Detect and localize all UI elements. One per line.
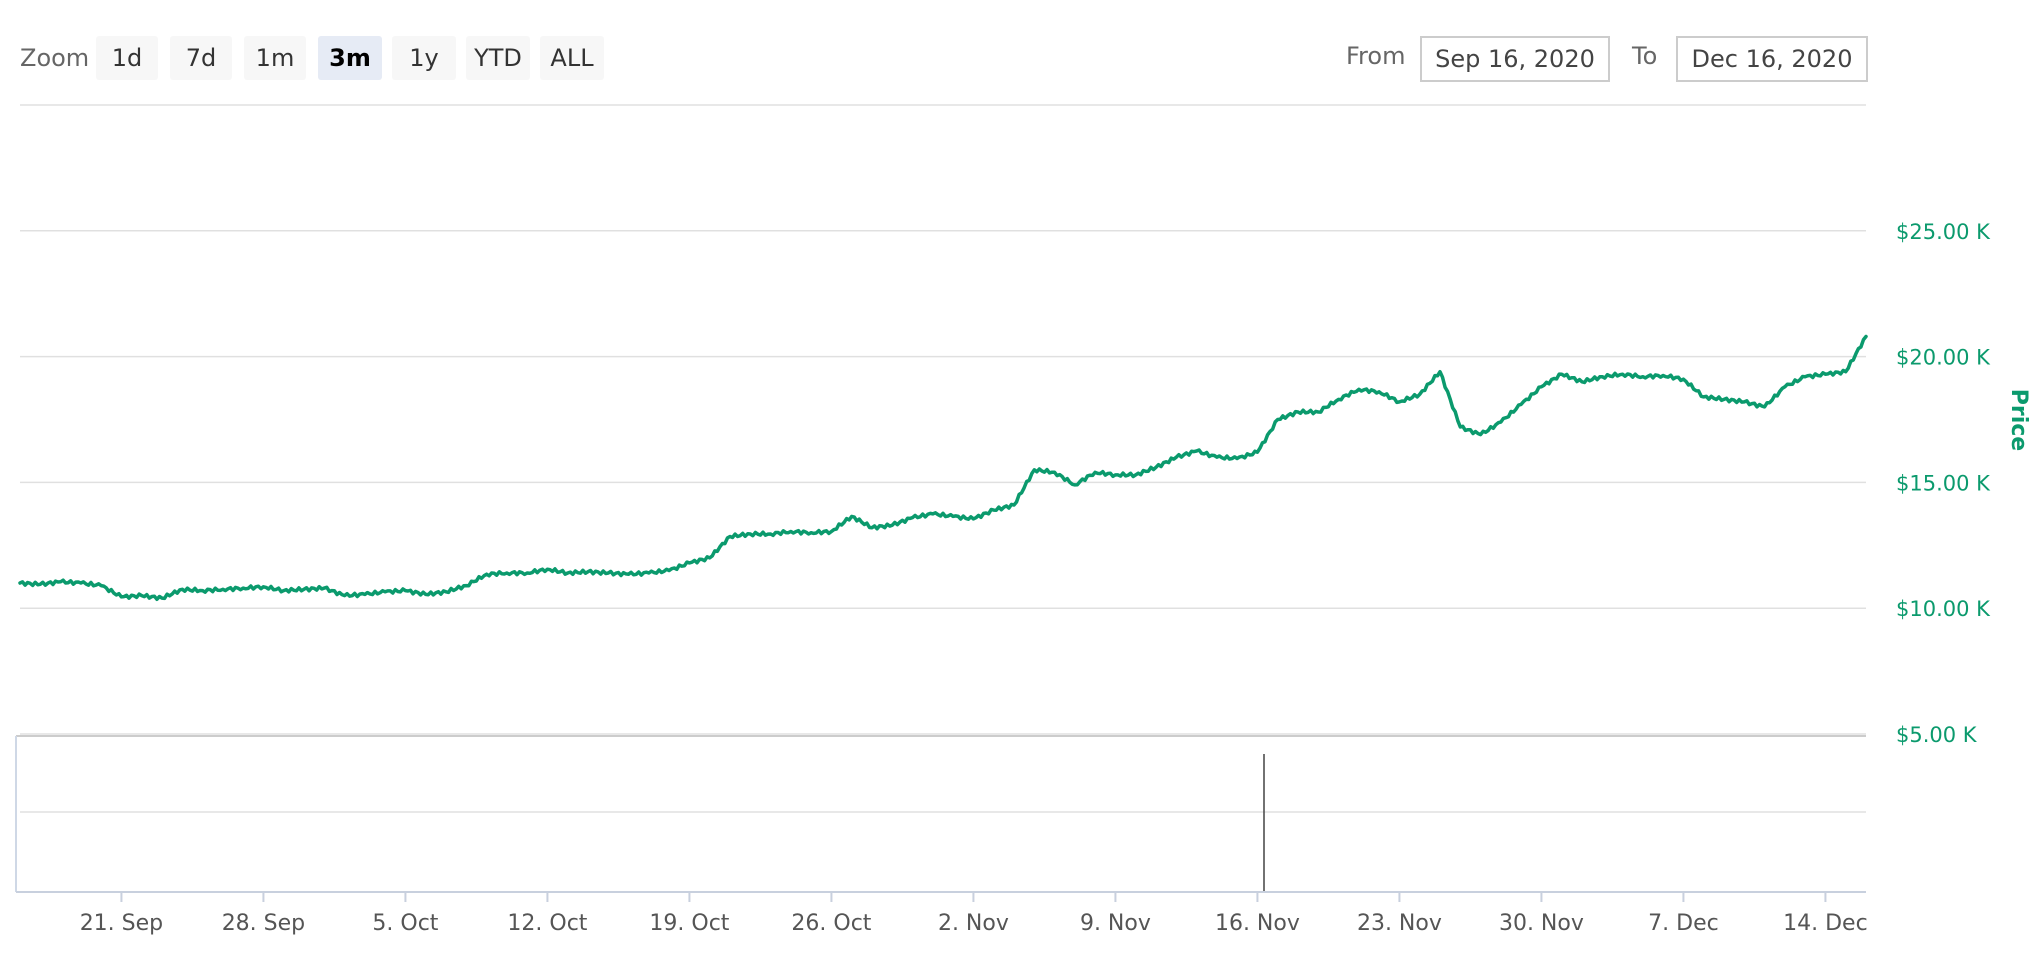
y-tick-label: $5.00 K: [1896, 723, 1978, 747]
x-tick-label: 16. Nov: [1215, 911, 1300, 936]
y-axis-title: Price: [2006, 389, 2031, 451]
from-label: From: [1346, 42, 1406, 70]
x-tick-label: 12. Oct: [507, 911, 587, 936]
to-label: To: [1632, 42, 1658, 70]
x-tick-label: 26. Oct: [791, 911, 871, 936]
zoom-1m-button[interactable]: 1m: [244, 36, 306, 80]
x-tick-label: 5. Oct: [372, 911, 438, 936]
x-tick-label: 9. Nov: [1080, 911, 1151, 936]
x-tick-label: 7. Dec: [1648, 911, 1719, 936]
y-axis-ticks: $5.00 K $10.00 K $15.00 K $20.00 K $25.00 K: [1896, 220, 1991, 747]
x-tick-label: 28. Sep: [222, 911, 305, 936]
zoom-1d-button[interactable]: 1d: [96, 36, 158, 80]
navigator[interactable]: [15, 735, 1866, 893]
y-tick-label: $25.00 K: [1896, 220, 1991, 244]
x-axis-ticks: 21. Sep 28. Sep 5. Oct 12. Oct 19. Oct 26. Oc…: [80, 892, 1868, 936]
y-tick-label: $10.00 K: [1896, 597, 1991, 621]
y-tick-label: $15.00 K: [1896, 471, 1991, 495]
to-date-input[interactable]: Dec 16, 2020: [1676, 36, 1868, 82]
x-tick-label: 2. Nov: [938, 911, 1009, 936]
x-tick-label: 14. Dec: [1783, 911, 1868, 936]
range-selector-toolbar: Zoom 1d 7d 1m 3m 1y YTD ALL From Sep 16,…: [0, 0, 2042, 100]
x-tick-label: 30. Nov: [1499, 911, 1584, 936]
zoom-3m-button[interactable]: 3m: [318, 36, 382, 80]
zoom-ytd-button[interactable]: YTD: [466, 36, 530, 80]
series-layer: [18, 334, 1868, 602]
x-tick-label: 21. Sep: [80, 911, 163, 936]
from-date-input[interactable]: Sep 16, 2020: [1420, 36, 1610, 82]
x-tick-label: 19. Oct: [649, 911, 729, 936]
grid-lines: [20, 104, 1866, 735]
y-tick-label: $20.00 K: [1896, 346, 1991, 370]
price-series-line: [18, 334, 1868, 602]
zoom-all-button[interactable]: ALL: [540, 36, 604, 80]
x-tick-label: 23. Nov: [1357, 911, 1442, 936]
zoom-label: Zoom: [20, 44, 90, 72]
zoom-7d-button[interactable]: 7d: [170, 36, 232, 80]
zoom-1y-button[interactable]: 1y: [392, 36, 456, 80]
